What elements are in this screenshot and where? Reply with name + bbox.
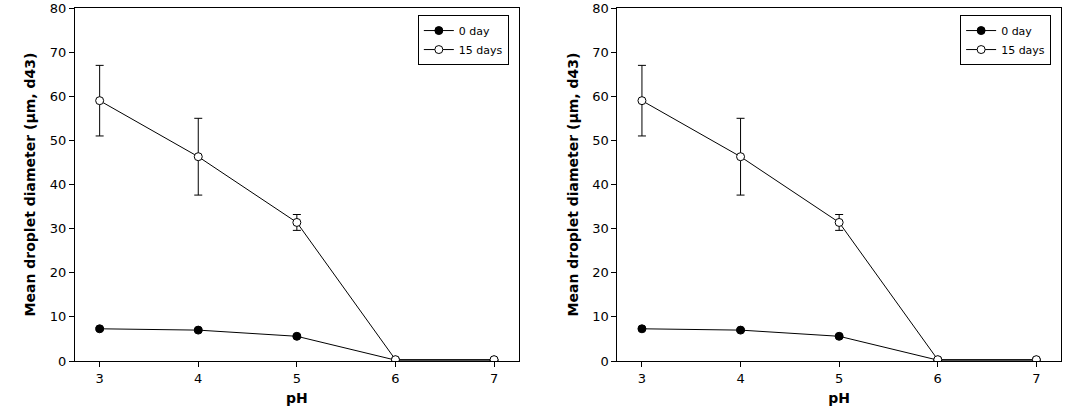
svg-text:Mean droplet diameter (μm, d43: Mean droplet diameter (μm, d43) (22, 53, 38, 317)
svg-text:10: 10 (50, 309, 67, 324)
svg-text:15 days: 15 days (1001, 44, 1045, 57)
svg-text:6: 6 (391, 371, 399, 386)
svg-text:10: 10 (592, 309, 609, 324)
svg-text:4: 4 (736, 371, 744, 386)
svg-text:60: 60 (592, 89, 609, 104)
svg-text:3: 3 (638, 371, 646, 386)
svg-text:70: 70 (50, 45, 67, 60)
svg-text:40: 40 (50, 177, 67, 192)
svg-text:5: 5 (293, 371, 301, 386)
svg-text:0: 0 (58, 354, 66, 369)
svg-text:pH: pH (286, 390, 308, 406)
svg-text:40: 40 (592, 177, 609, 192)
svg-text:20: 20 (50, 265, 67, 280)
svg-text:15 days: 15 days (459, 44, 503, 57)
svg-text:6: 6 (934, 371, 942, 386)
svg-text:pH: pH (828, 390, 850, 406)
svg-text:7: 7 (490, 371, 498, 386)
svg-text:70: 70 (592, 45, 609, 60)
svg-text:50: 50 (50, 133, 67, 148)
svg-text:30: 30 (592, 221, 609, 236)
svg-text:3: 3 (96, 371, 104, 386)
svg-text:20: 20 (592, 265, 609, 280)
svg-text:0 day: 0 day (459, 25, 490, 38)
svg-text:80: 80 (592, 1, 609, 16)
svg-text:30: 30 (50, 221, 67, 236)
svg-text:0: 0 (600, 354, 608, 369)
svg-text:50: 50 (592, 133, 609, 148)
svg-text:4: 4 (194, 371, 202, 386)
svg-text:0 day: 0 day (1001, 25, 1032, 38)
svg-text:5: 5 (835, 371, 843, 386)
svg-text:80: 80 (50, 1, 67, 16)
svg-text:Mean droplet diameter (μm, d43: Mean droplet diameter (μm, d43) (565, 53, 581, 317)
svg-text:60: 60 (50, 89, 67, 104)
svg-text:7: 7 (1032, 371, 1040, 386)
